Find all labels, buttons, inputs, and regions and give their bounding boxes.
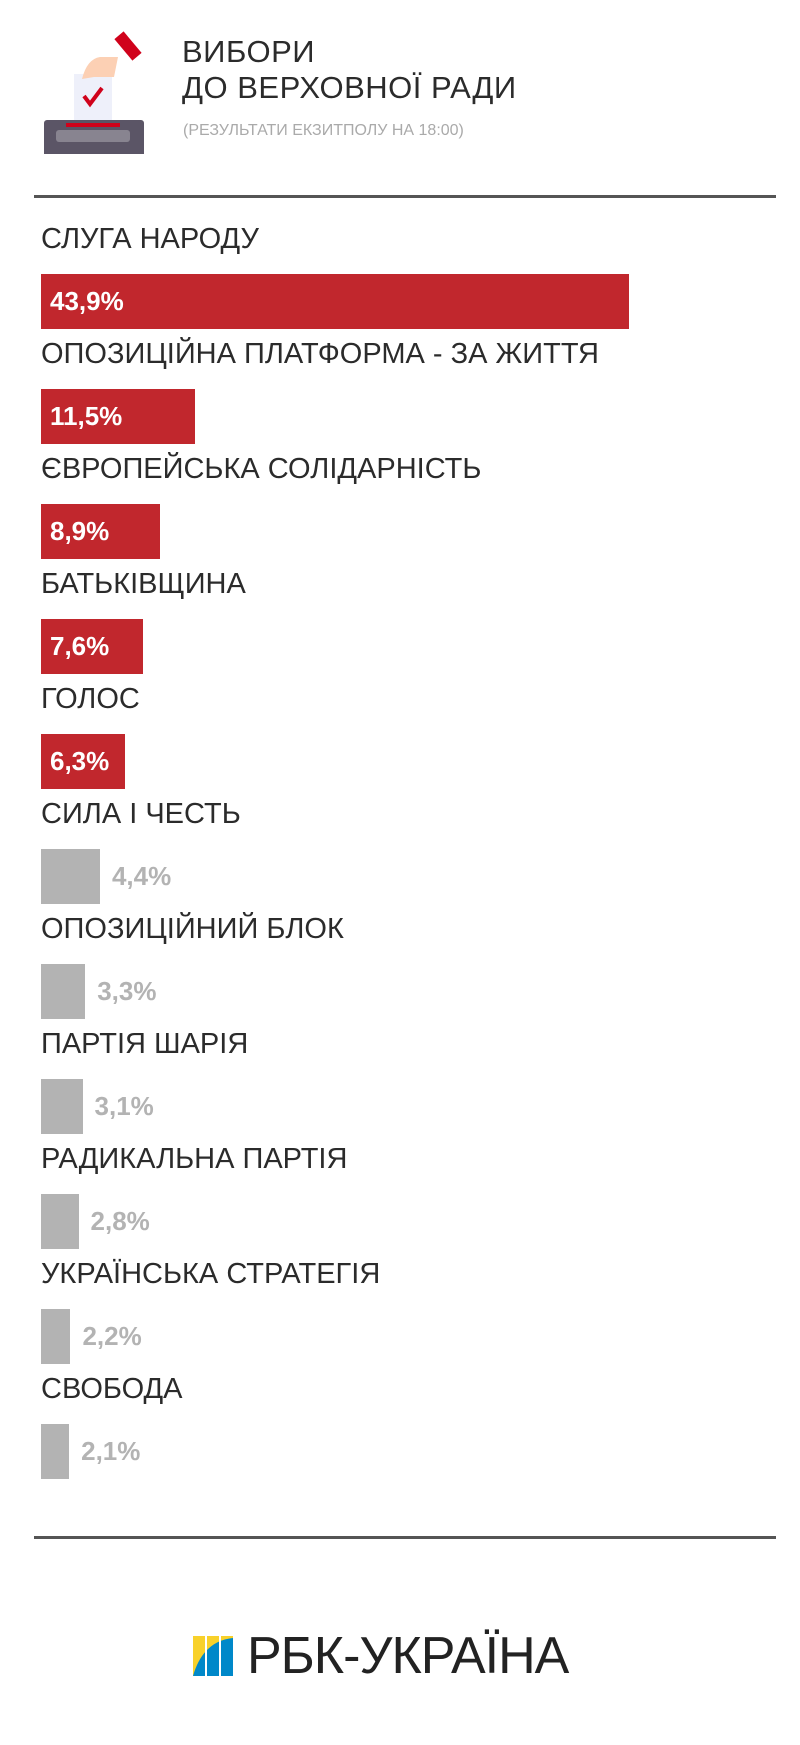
value-label: 2,2% [82,1321,142,1351]
bar [41,849,100,904]
party-label: ГОЛОС [41,683,140,715]
bar [41,274,630,329]
chart-row: УКРАЇНСЬКА СТРАТЕГІЯ 2,2% [41,1257,781,1364]
chart-row: ПАРТІЯ ШАРІЯ 3,1% [41,1027,781,1134]
rbk-logo: РБК-УКРАЇНА [193,1626,569,1686]
party-label: СЛУГА НАРОДУ [41,223,259,255]
value-label: 2,1% [81,1436,141,1466]
value-label: 3,3% [97,976,157,1006]
rbk-logo-icon [193,1636,233,1676]
chart-row: СЛУГА НАРОДУ 43,9% [41,222,781,329]
value-label: 8,9% [50,516,110,546]
value-label: 3,1% [94,1091,154,1121]
value-label: 7,6% [50,631,110,661]
subtitle: (РЕЗУЛЬТАТИ ЕКЗИТПОЛУ НА 18:00) [183,122,464,139]
party-label: БАТЬКІВЩИНА [41,568,246,600]
party-label: СИЛА І ЧЕСТЬ [41,798,241,830]
bar-track: 8,9% [41,504,781,559]
value-label: 43,9% [50,286,124,316]
bar-track: 6,3% [41,734,781,789]
ballot-box-icon [44,31,144,154]
party-label: УКРАЇНСЬКА СТРАТЕГІЯ [41,1258,381,1290]
bar-track: 4,4% [41,849,781,904]
bar [41,389,196,444]
bar-track: 43,9% [41,274,781,329]
bar-track: 3,3% [41,964,781,1019]
bar-track: 2,2% [41,1309,781,1364]
party-label: ОПОЗИЦІЙНА ПЛАТФОРМА - ЗА ЖИТТЯ [41,338,599,370]
bar-track: 2,8% [41,1194,781,1249]
title-line-2: ДО ВЕРХОВНОЇ РАДИ [182,70,517,105]
bottom-divider [34,1536,776,1539]
chart-row: СИЛА І ЧЕСТЬ 4,4% [41,797,781,904]
bar [41,1309,71,1364]
bar-track: 2,1% [41,1424,781,1479]
value-label: 2,8% [90,1206,150,1236]
value-label: 11,5% [50,401,123,431]
value-label: 4,4% [111,861,172,891]
logo-text: РБК-УКРАЇНА [247,1627,569,1685]
party-label: ПАРТІЯ ШАРІЯ [41,1028,249,1060]
bar [41,734,126,789]
chart-row: СВОБОДА 2,1% [41,1372,781,1479]
bar-track: 3,1% [41,1079,781,1134]
title-line-1: ВИБОРИ [182,34,316,69]
chart-row: ОПОЗИЦІЙНИЙ БЛОК 3,3% [41,912,781,1019]
bar [41,1424,70,1479]
bar [41,619,143,674]
chart-row: ОПОЗИЦІЙНА ПЛАТФОРМА - ЗА ЖИТТЯ 11,5% [41,337,781,444]
bar [41,964,86,1019]
bar [41,1079,83,1134]
chart-row: РАДИКАЛЬНА ПАРТІЯ 2,8% [41,1142,781,1249]
bar-track: 7,6% [41,619,781,674]
bar [41,504,161,559]
party-label: ЄВРОПЕЙСЬКА СОЛІДАРНІСТЬ [41,453,482,485]
bar [41,1194,79,1249]
party-label: ОПОЗИЦІЙНИЙ БЛОК [41,913,344,945]
party-label: СВОБОДА [41,1373,183,1405]
chart-row: ГОЛОС 6,3% [41,682,781,789]
top-divider [34,195,776,198]
bar-track: 11,5% [41,389,781,444]
page-title: ВИБОРИ ДО ВЕРХОВНОЇ РАДИ [182,34,517,106]
party-label: РАДИКАЛЬНА ПАРТІЯ [41,1143,348,1175]
chart-row: ЄВРОПЕЙСЬКА СОЛІДАРНІСТЬ 8,9% [41,452,781,559]
value-label: 6,3% [50,746,110,776]
chart-row: БАТЬКІВЩИНА 7,6% [41,567,781,674]
